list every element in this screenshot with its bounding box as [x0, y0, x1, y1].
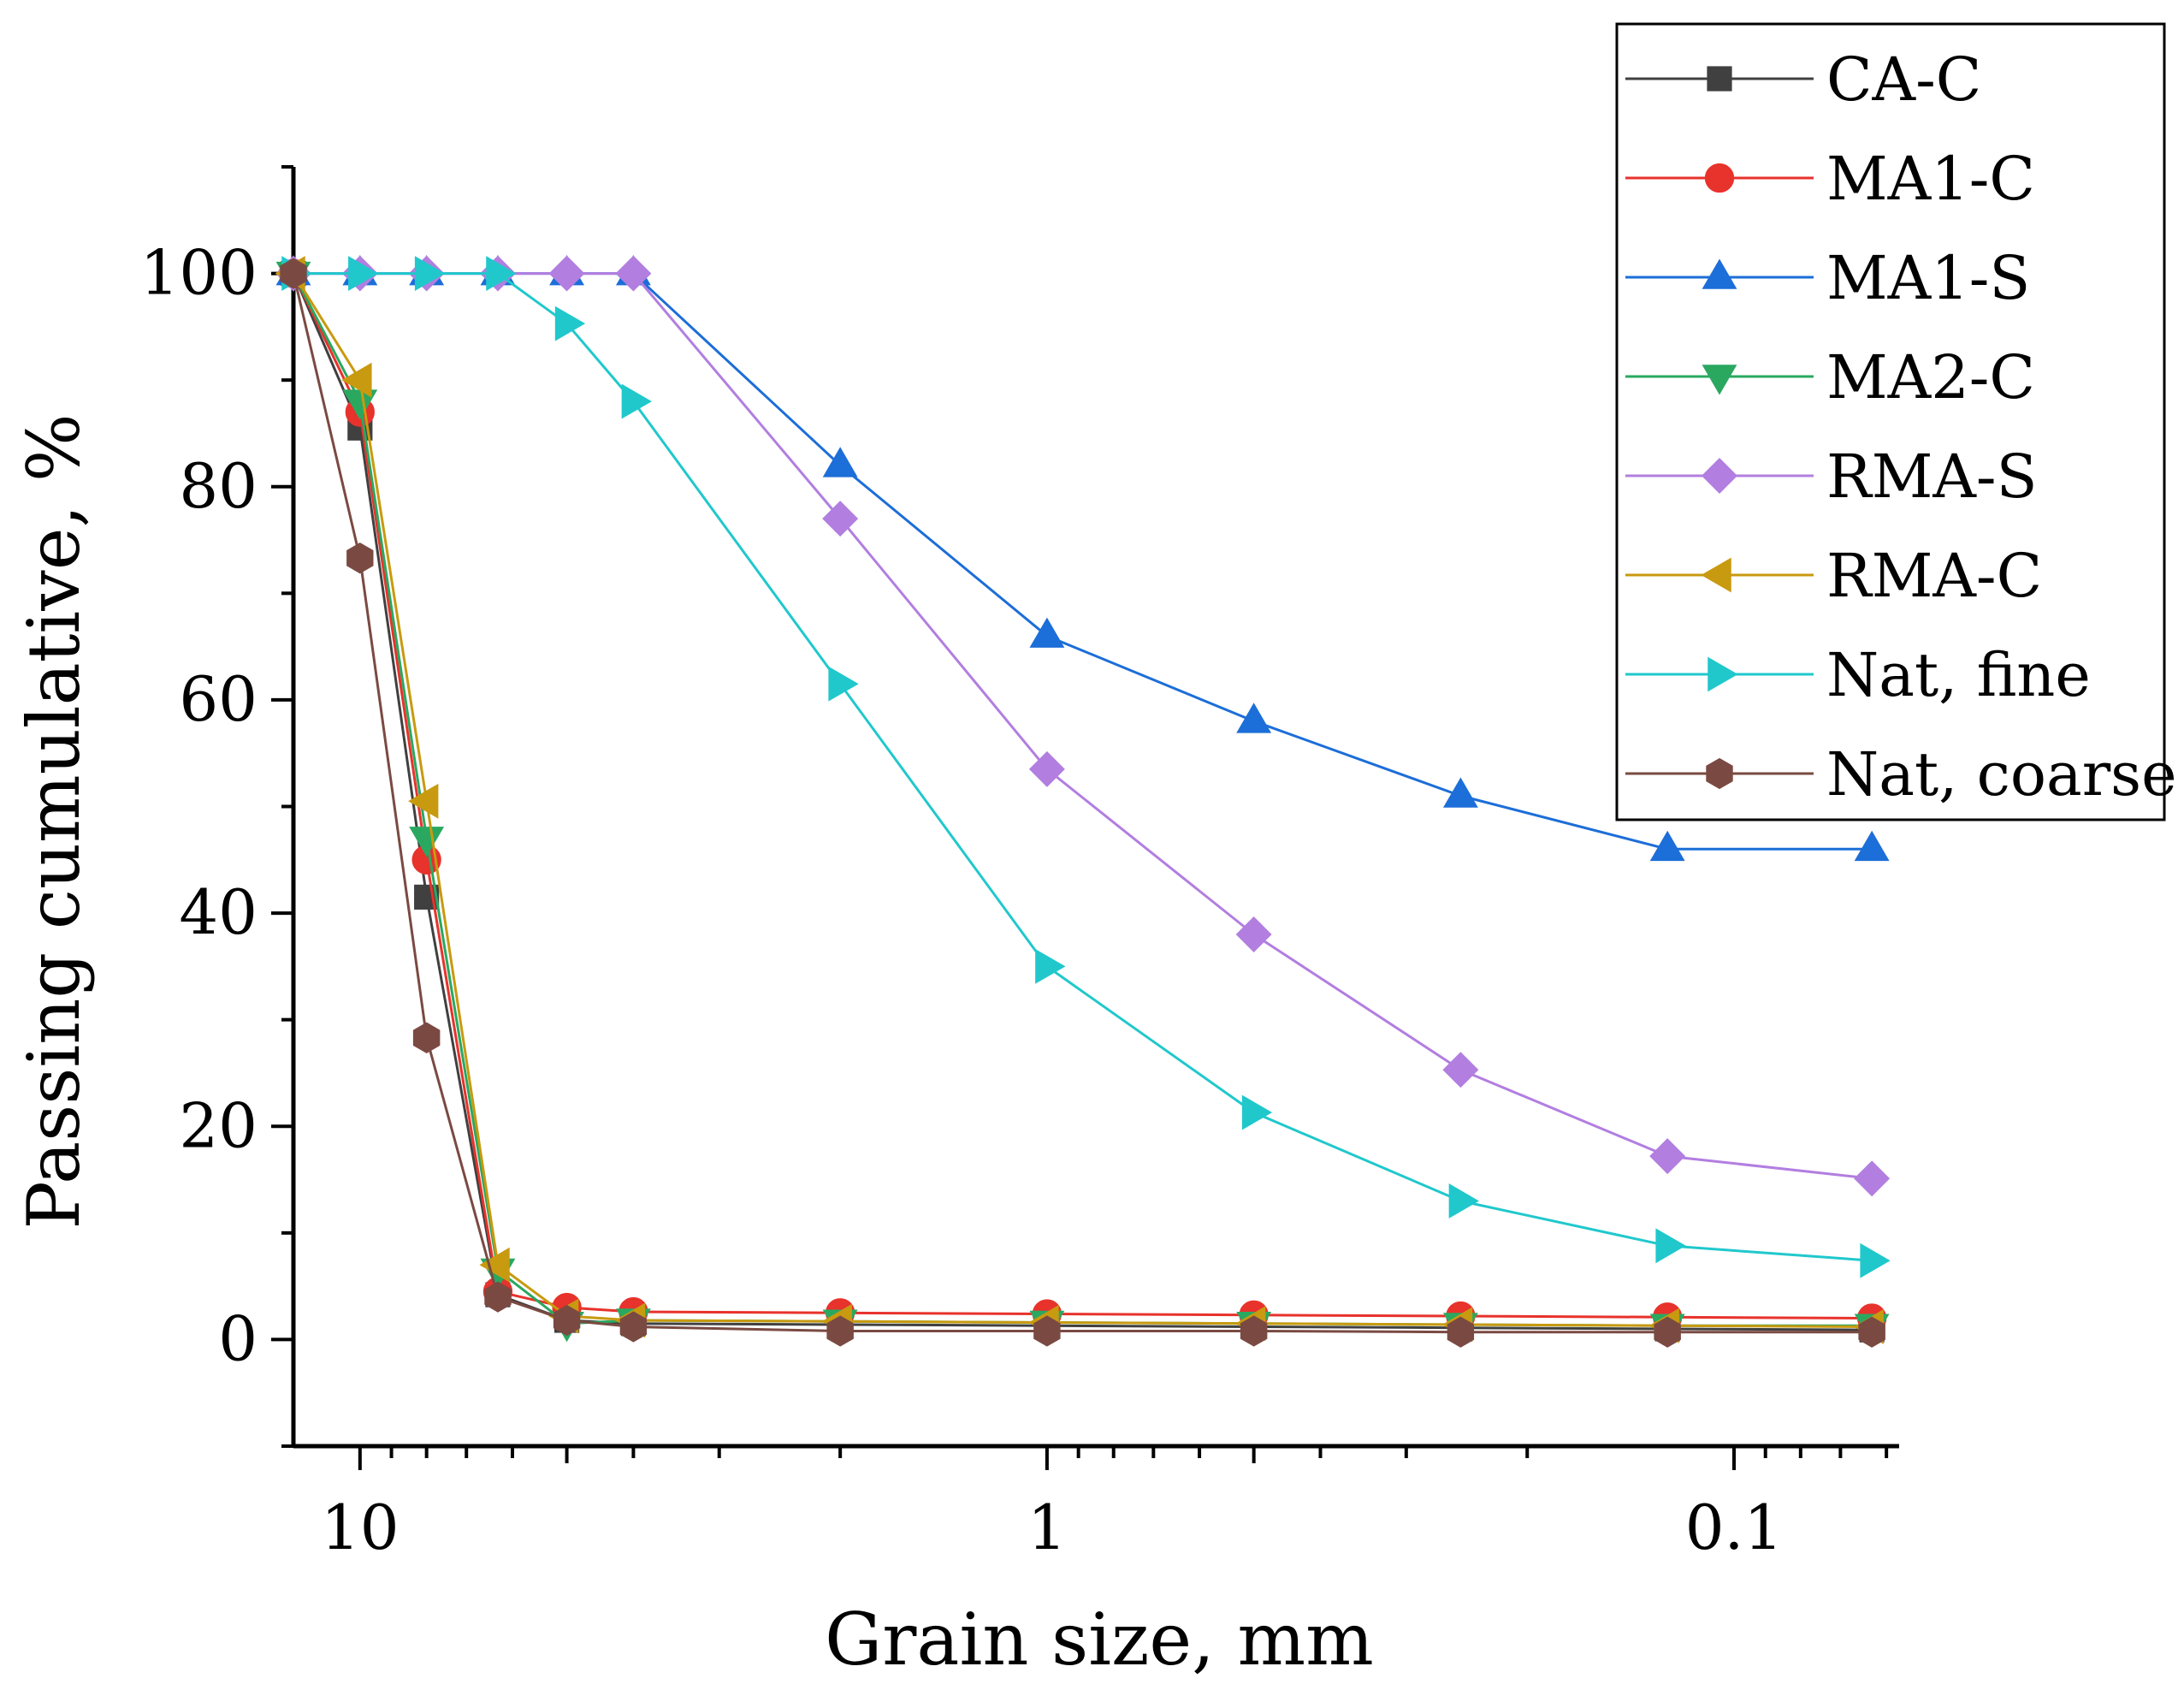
data-point: [1235, 916, 1272, 952]
legend-label: Nat, fine: [1826, 640, 2091, 710]
x-tick-label: 1: [1027, 1491, 1067, 1563]
data-point: [409, 827, 445, 857]
data-point: [1241, 1094, 1273, 1130]
data-point: [408, 783, 439, 819]
data-point: [1654, 1316, 1681, 1348]
data-point: [1447, 1316, 1475, 1348]
data-point: [1860, 1242, 1891, 1278]
data-point: [348, 256, 379, 292]
y-tick-label: 60: [179, 663, 257, 735]
data-point: [826, 1315, 854, 1347]
series-nat-fine: [281, 256, 1891, 1278]
series-line: [292, 272, 1873, 1319]
data-point: [1854, 1160, 1891, 1197]
x-tick-label: 0.1: [1685, 1491, 1784, 1563]
y-tick-label: 100: [140, 237, 257, 309]
data-point: [553, 1304, 581, 1337]
legend-marker: [1706, 757, 1733, 790]
y-ticks: 0 20 40 60 80 100: [140, 165, 293, 1448]
legend-items: CA-C MA1-C MA1-S MA2-C RMA-S RMA-C Nat, fine Na…: [1625, 44, 2177, 809]
y-tick-label: 0: [218, 1302, 257, 1374]
series-line: [292, 273, 1873, 1334]
data-point: [1854, 830, 1890, 862]
data-point: [822, 501, 859, 537]
y-tick-label: 20: [179, 1089, 257, 1161]
legend-marker: [1702, 258, 1737, 289]
data-point: [1858, 1316, 1885, 1348]
data-point: [1649, 830, 1685, 862]
y-tick-label: 80: [179, 450, 257, 522]
data-point: [1028, 750, 1065, 787]
data-point: [1236, 703, 1272, 733]
legend-item: Nat, coarse: [1625, 739, 2177, 809]
legend-item: RMA-S: [1625, 442, 2038, 512]
legend-item: MA1-S: [1625, 243, 2030, 313]
series-nat-coarse: [280, 258, 1885, 1348]
data-point: [548, 255, 585, 292]
legend-item: Nat, fine: [1625, 640, 2091, 710]
legend-item: RMA-C: [1625, 541, 2042, 611]
y-axis-title: Passing cumulative, %: [12, 413, 96, 1229]
data-point: [621, 383, 652, 419]
data-point: [822, 447, 858, 477]
data-point: [1655, 1228, 1686, 1264]
legend-label: MA2-C: [1826, 342, 2035, 412]
y-tick-label: 40: [179, 876, 257, 948]
legend-marker: [1701, 557, 1731, 593]
data-point: [479, 1247, 510, 1283]
data-point: [486, 256, 517, 292]
data-point: [1448, 1183, 1479, 1219]
legend-label: RMA-S: [1826, 442, 2038, 512]
legend-item: MA2-C: [1625, 342, 2035, 412]
data-point: [828, 666, 859, 702]
data-point: [1442, 1052, 1479, 1088]
data-point: [1035, 948, 1066, 984]
series-line: [292, 272, 1873, 1328]
data-point: [341, 362, 372, 398]
data-point: [412, 1022, 441, 1053]
x-axis-title: Grain size, mm: [825, 1598, 1374, 1681]
axes: 0 20 40 60 80 100 10 1 0.1: [140, 165, 1899, 1563]
legend-label: MA1-S: [1826, 243, 2030, 313]
legend-item: MA1-C: [1625, 144, 2035, 214]
legend-marker: [1702, 458, 1737, 494]
legend-label: MA1-C: [1826, 144, 2035, 214]
legend-marker: [1708, 656, 1738, 692]
data-point: [280, 258, 307, 289]
legend-label: RMA-C: [1826, 541, 2042, 611]
data-point: [414, 256, 446, 292]
series-line: [292, 273, 1873, 1331]
legend-marker: [1702, 365, 1737, 395]
data-point: [1029, 617, 1065, 648]
data-point: [615, 255, 652, 292]
data-point: [484, 1281, 512, 1313]
legend-label: CA-C: [1826, 44, 1981, 115]
legend-marker: [1704, 163, 1735, 193]
data-point: [1649, 1138, 1686, 1175]
data-point: [554, 305, 586, 341]
data-point: [1442, 777, 1478, 808]
legend-marker: [1707, 66, 1732, 92]
x-ticks: 10 1 0.1: [321, 1446, 1889, 1563]
legend: CA-C MA1-C MA1-S MA2-C RMA-S RMA-C Nat, fine Na…: [1615, 22, 2177, 821]
data-point: [1033, 1315, 1061, 1347]
data-point: [619, 1311, 648, 1343]
data-point: [346, 543, 374, 574]
series-layer: [275, 255, 1891, 1348]
legend-item: CA-C: [1625, 44, 1981, 115]
data-point: [1240, 1315, 1268, 1347]
x-tick-label: 10: [321, 1491, 400, 1563]
legend-label: Nat, coarse: [1826, 739, 2177, 809]
